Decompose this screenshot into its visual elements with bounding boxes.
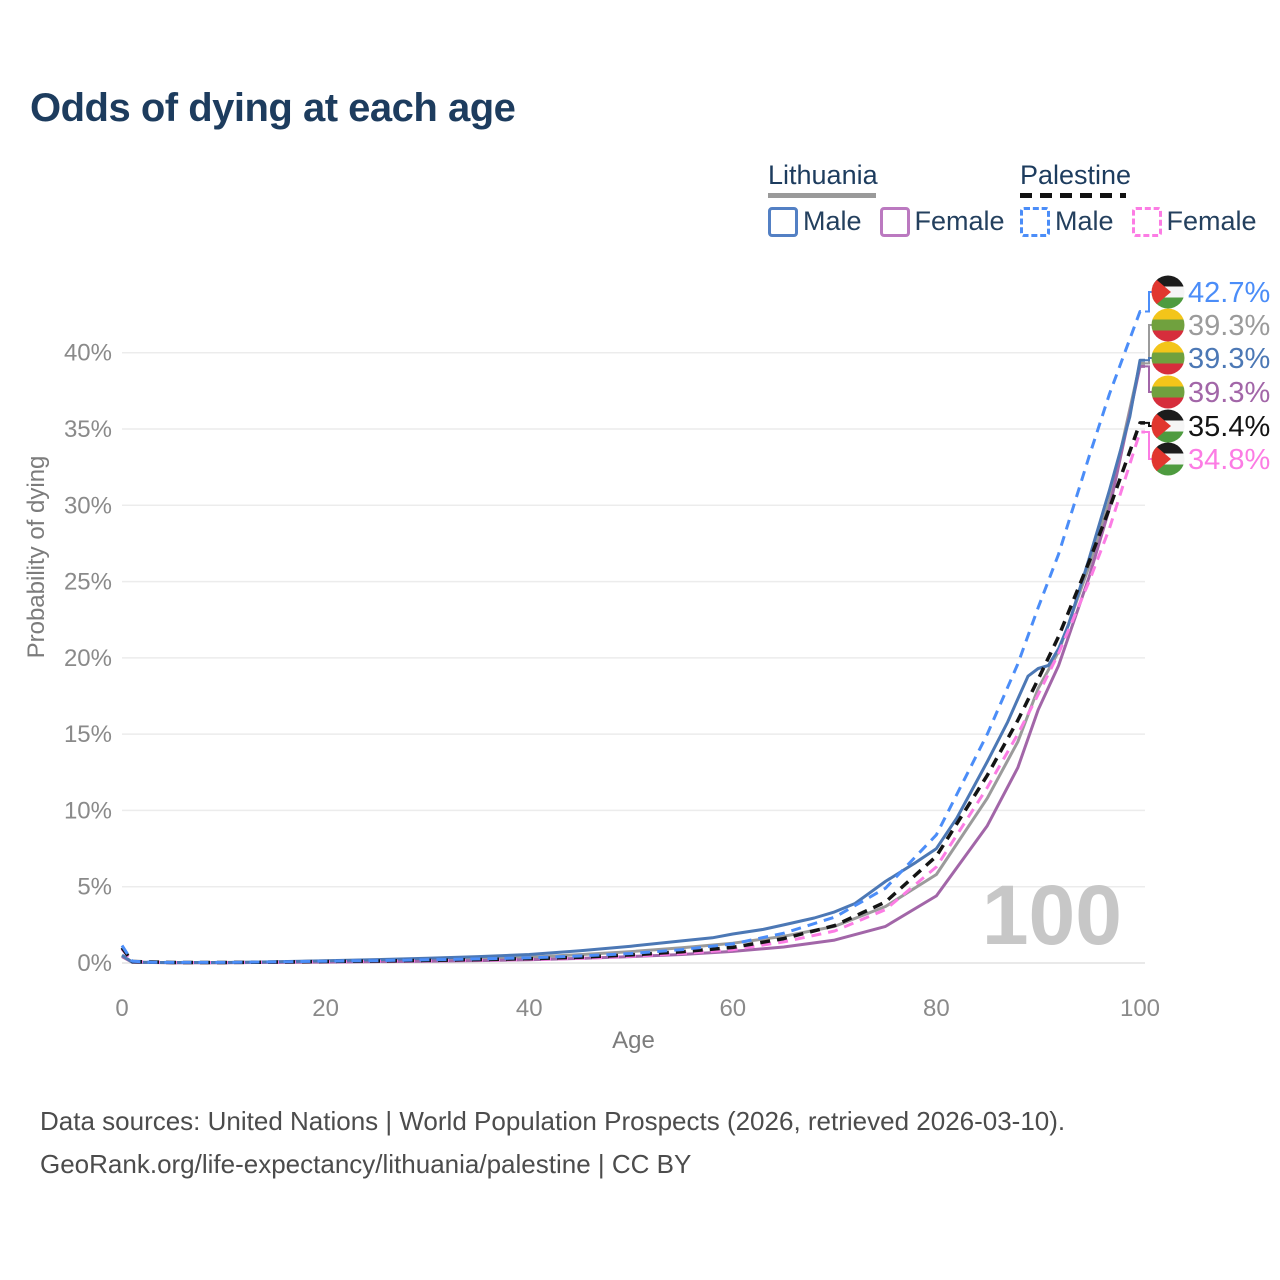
legend-group-lithuania: Lithuania Male Female	[768, 160, 1005, 237]
legend-checkbox-lithuania-male[interactable]	[768, 206, 798, 237]
legend-underline-solid-swatch	[768, 193, 876, 198]
series-line-palestine-total	[120, 421, 1145, 965]
x-tick-label: 0	[115, 995, 128, 1022]
legend-checkbox-palestine-female[interactable]	[1131, 206, 1162, 237]
age-watermark: 100	[982, 868, 1122, 962]
page-title: Odds of dying at each age	[30, 86, 516, 130]
end-label-connector-lithuania-male	[1145, 357, 1152, 362]
y-tick-label: 30%	[64, 492, 112, 519]
y-axis-title: Probability of dying	[23, 456, 50, 659]
legend-group-title-lithuania: Lithuania	[768, 160, 878, 190]
end-value-label-palestine-male: 42.7%	[1188, 277, 1270, 309]
y-tick-label: 0%	[77, 950, 112, 977]
y-tick-label: 15%	[64, 721, 112, 748]
series-line-palestine-male	[120, 310, 1145, 964]
series-line-lithuania-male	[121, 358, 1145, 964]
x-tick-label: 20	[312, 995, 339, 1022]
end-label-connector-palestine-total	[1145, 421, 1152, 427]
data-source-line: Data sources: United Nations | World Pop…	[40, 1106, 1066, 1136]
palestine-flag-icon	[1151, 409, 1185, 443]
legend-label-palestine-male: Male	[1055, 206, 1114, 236]
end-value-label-lithuania-male: 39.3%	[1188, 343, 1270, 375]
y-tick-label: 5%	[77, 874, 112, 901]
legend-group-title-palestine: Palestine	[1020, 160, 1132, 190]
series-line-palestine-female	[120, 430, 1145, 964]
footer: Data sources: United Nations | World Pop…	[40, 1100, 1065, 1186]
end-label-connector-palestine-female	[1145, 431, 1152, 460]
end-label-connector-lithuania-female	[1145, 365, 1152, 393]
lithuania-flag-icon	[1151, 308, 1185, 342]
end-value-label-palestine-total: 35.4%	[1188, 411, 1270, 443]
palestine-flag-icon	[1151, 442, 1185, 476]
y-tick-label: 40%	[64, 340, 112, 367]
legend-group-palestine: Palestine Male Female	[1020, 160, 1257, 237]
x-tick-label: 60	[719, 995, 746, 1022]
end-value-label-lithuania-total: 39.3%	[1188, 310, 1270, 342]
end-label-connector-lithuania-total	[1145, 324, 1152, 365]
x-axis-title: Age	[612, 1027, 655, 1054]
x-tick-label: 100	[1120, 995, 1160, 1022]
y-tick-label: 35%	[64, 416, 112, 443]
lithuania-flag-icon	[1151, 375, 1185, 409]
legend-underline-dashed-swatch	[1020, 193, 1126, 198]
legend-label-palestine-female: Female	[1166, 206, 1257, 236]
legend-label-lithuania-male: Male	[803, 206, 862, 236]
attribution-line: GeoRank.org/life-expectancy/lithuania/pa…	[40, 1149, 692, 1179]
legend-checkbox-palestine-male[interactable]	[1020, 206, 1050, 237]
y-tick-label: 20%	[64, 645, 112, 672]
lithuania-flag-icon	[1151, 341, 1185, 375]
x-tick-label: 80	[923, 995, 950, 1022]
x-tick-label: 40	[516, 995, 543, 1022]
end-value-label-lithuania-female: 39.3%	[1188, 377, 1270, 409]
end-value-label-palestine-female: 34.8%	[1188, 444, 1270, 476]
y-tick-label: 25%	[64, 569, 112, 596]
legend-label-lithuania-female: Female	[914, 206, 1005, 236]
end-label-connector-palestine-male	[1145, 291, 1152, 313]
palestine-flag-icon	[1151, 275, 1185, 309]
legend-checkbox-lithuania-female[interactable]	[879, 206, 910, 237]
y-tick-label: 10%	[64, 797, 112, 824]
